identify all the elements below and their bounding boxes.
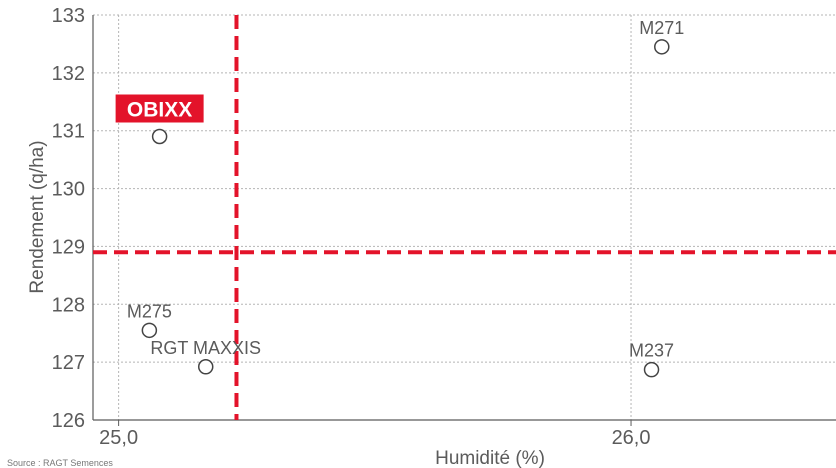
grid-lines <box>93 14 836 420</box>
axes <box>92 15 836 426</box>
point-label: M237 <box>629 341 674 361</box>
point-label: RGT MAXXIS <box>150 338 261 358</box>
y-tick-label: 129 <box>52 236 85 258</box>
point-label: M275 <box>127 301 172 321</box>
data-point <box>151 128 168 145</box>
data-point <box>654 39 670 55</box>
y-tick-label: 126 <box>52 410 85 432</box>
y-tick-label: 131 <box>52 121 85 143</box>
y-tick-label: 130 <box>52 179 85 201</box>
x-axis-title: Humidité (%) <box>435 448 545 468</box>
reference-lines <box>93 15 836 420</box>
point-label: OBIXX <box>127 99 192 122</box>
data-point <box>141 322 158 339</box>
source-note: Source : RAGT Semences <box>7 458 113 468</box>
data-point <box>197 359 214 375</box>
y-axis-title: Rendement (q/ha) <box>27 140 48 293</box>
tick-labels: 126 127 128 129 130 131 132 133 25,0 26,0 <box>52 5 651 449</box>
data-points: M271 OBIXX M275 RGT MAXXIS M237 <box>115 18 684 378</box>
data-point <box>643 361 660 378</box>
y-tick-label: 128 <box>52 294 85 316</box>
point-label: M271 <box>639 18 684 38</box>
x-tick-label: 25,0 <box>99 427 138 449</box>
y-tick-label: 132 <box>52 63 85 85</box>
highlight-label-badge <box>115 94 204 123</box>
y-tick-label: 127 <box>52 352 85 374</box>
x-tick-label: 26,0 <box>612 427 651 449</box>
y-tick-label: 133 <box>52 5 85 27</box>
